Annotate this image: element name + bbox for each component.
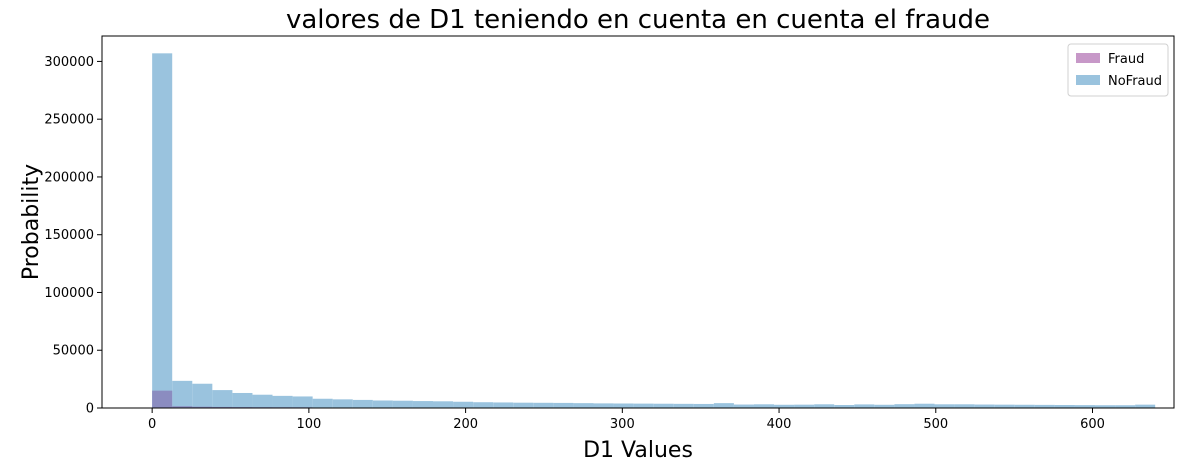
fraud-bar xyxy=(172,406,193,408)
nofraud-bar xyxy=(894,404,915,408)
nofraud-bars xyxy=(152,53,1156,408)
nofraud-bar xyxy=(854,404,875,408)
legend-label-nofraud: NoFraud xyxy=(1108,74,1162,89)
nofraud-bar xyxy=(994,404,1015,408)
y-tick-label: 300000 xyxy=(44,55,94,70)
x-tick-label: 600 xyxy=(1080,417,1105,432)
x-axis-ticks: 0 100 200 300 400 500 600 xyxy=(148,408,1105,432)
y-axis-ticks: 0 50000 100000 150000 200000 250000 300000 xyxy=(44,55,102,417)
nofraud-bar xyxy=(693,403,714,408)
nofraud-bar xyxy=(392,400,413,408)
nofraud-bar xyxy=(1115,405,1136,408)
fraud-bar xyxy=(212,406,233,408)
nofraud-bar xyxy=(513,402,534,408)
fraud-bar xyxy=(192,406,213,408)
nofraud-bar xyxy=(573,403,594,408)
y-tick-label: 100000 xyxy=(44,286,94,301)
nofraud-bar xyxy=(533,402,554,408)
nofraud-bar xyxy=(493,402,514,408)
nofraud-bar xyxy=(814,404,835,408)
nofraud-bar xyxy=(292,396,313,408)
nofraud-bar xyxy=(653,403,674,408)
nofraud-bar xyxy=(272,395,293,408)
nofraud-bar xyxy=(974,404,995,408)
y-tick-label: 200000 xyxy=(44,170,94,185)
x-tick-label: 0 xyxy=(148,417,156,432)
nofraud-bar xyxy=(1095,405,1116,408)
y-tick-label: 150000 xyxy=(44,228,94,243)
nofraud-bar xyxy=(834,404,855,408)
fraud-bar xyxy=(152,390,173,408)
nofraud-bar xyxy=(774,404,795,408)
nofraud-bar xyxy=(433,401,454,408)
nofraud-bar xyxy=(312,398,333,408)
nofraud-bar xyxy=(794,404,815,408)
x-axis-label: D1 Values xyxy=(583,438,693,463)
y-tick-label: 50000 xyxy=(53,344,94,359)
nofraud-bar xyxy=(733,404,754,408)
nofraud-bar xyxy=(874,404,895,408)
nofraud-bar xyxy=(553,402,574,408)
chart-title: valores de D1 teniendo en cuenta en cuen… xyxy=(286,5,990,35)
nofraud-bar xyxy=(412,401,434,408)
legend-swatch-fraud xyxy=(1076,53,1100,63)
nofraud-bar xyxy=(212,390,233,408)
y-axis-label: Probability xyxy=(19,164,44,280)
x-tick-label: 300 xyxy=(610,417,635,432)
nofraud-bar xyxy=(673,403,694,408)
nofraud-bar xyxy=(332,399,353,408)
nofraud-bar xyxy=(252,394,273,408)
y-tick-label: 250000 xyxy=(44,113,94,128)
nofraud-bar xyxy=(352,399,373,408)
nofraud-bar xyxy=(1135,404,1156,408)
nofraud-bar xyxy=(372,400,393,408)
nofraud-bar xyxy=(753,404,775,408)
nofraud-bar xyxy=(1014,404,1035,408)
nofraud-bar xyxy=(232,392,253,408)
nofraud-bar xyxy=(172,380,193,408)
nofraud-bar xyxy=(473,402,494,408)
nofraud-bar xyxy=(633,403,654,408)
nofraud-bar xyxy=(1074,405,1096,408)
y-tick-label: 0 xyxy=(86,402,94,417)
legend-swatch-nofraud xyxy=(1076,75,1100,85)
nofraud-bar xyxy=(713,403,734,408)
nofraud-bar xyxy=(152,53,173,408)
nofraud-bar xyxy=(192,383,213,408)
nofraud-bar xyxy=(453,401,474,408)
legend-label-fraud: Fraud xyxy=(1108,52,1144,67)
nofraud-bar xyxy=(914,403,935,408)
nofraud-bar xyxy=(613,403,634,408)
x-tick-label: 100 xyxy=(296,417,321,432)
x-tick-label: 400 xyxy=(767,417,792,432)
plot-frame xyxy=(101,35,1175,409)
nofraud-bar xyxy=(934,404,955,408)
x-tick-label: 500 xyxy=(923,417,948,432)
legend: Fraud NoFraud xyxy=(1067,43,1169,97)
nofraud-bar xyxy=(1034,404,1055,408)
x-tick-label: 200 xyxy=(453,417,478,432)
nofraud-bar xyxy=(954,404,975,408)
nofraud-bar xyxy=(1054,404,1075,408)
nofraud-bar xyxy=(593,403,614,408)
